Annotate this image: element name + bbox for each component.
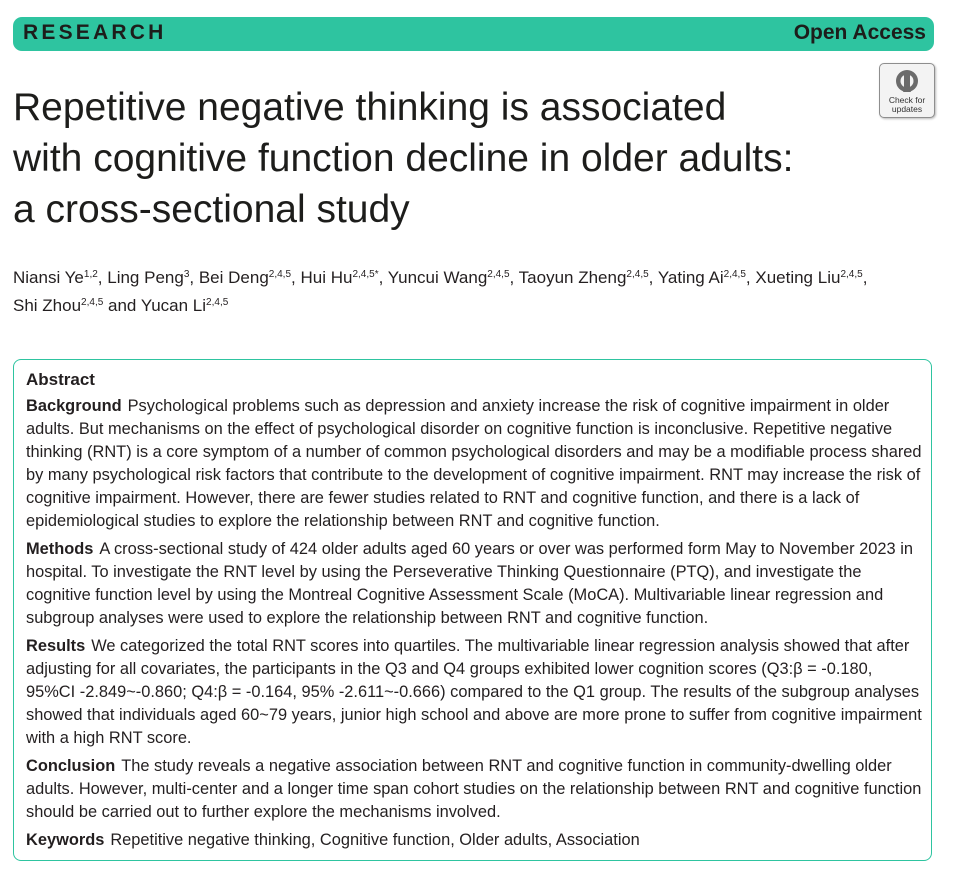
open-access-label[interactable]: Open Access bbox=[793, 21, 926, 44]
article-title: Repetitive negative thinking is associat… bbox=[13, 82, 873, 235]
methods-label: Methods bbox=[26, 540, 94, 558]
author-separator: and bbox=[103, 296, 141, 315]
title-line-2: with cognitive function decline in older… bbox=[13, 137, 794, 180]
author[interactable]: Yating Ai2,4,5 bbox=[658, 268, 746, 287]
author[interactable]: Yuncui Wang2,4,5 bbox=[388, 268, 510, 287]
abstract-heading: Abstract bbox=[26, 370, 95, 389]
author-separator: , bbox=[189, 268, 199, 287]
author-affiliation: 1,2 bbox=[83, 269, 98, 280]
abstract-background: Background Psychological problems such as… bbox=[26, 395, 926, 533]
author-affiliation: 2,4,5* bbox=[352, 269, 379, 280]
author-separator: , bbox=[648, 268, 658, 287]
abstract-keywords: Keywords Repetitive negative thinking, Co… bbox=[26, 829, 926, 852]
badge-line1: Check for bbox=[888, 95, 926, 105]
author[interactable]: Ling Peng3 bbox=[107, 268, 189, 287]
author-separator: , bbox=[509, 268, 519, 287]
author-affiliation: 2,4,5 bbox=[626, 269, 649, 280]
author-separator: , bbox=[97, 268, 108, 287]
author-separator: , bbox=[862, 268, 868, 287]
author-name: Hui Hu bbox=[300, 268, 353, 287]
author-separator: , bbox=[291, 268, 301, 287]
author-affiliation: 2,4,5 bbox=[81, 297, 104, 308]
results-text: We categorized the total RNT scores into… bbox=[26, 637, 922, 747]
article-type-banner: RESEARCH Open Access bbox=[13, 17, 934, 51]
title-line-3: a cross-sectional study bbox=[13, 188, 410, 231]
background-text: Psychological problems such as depressio… bbox=[26, 397, 922, 530]
author-name: Taoyun Zheng bbox=[518, 268, 627, 287]
author-affiliation: 2,4,5 bbox=[268, 269, 292, 280]
keywords-text: Repetitive negative thinking, Cognitive … bbox=[110, 831, 640, 849]
methods-text: A cross-sectional study of 424 older adu… bbox=[26, 540, 913, 627]
keywords-label: Keywords bbox=[26, 831, 105, 849]
author[interactable]: Bei Deng2,4,5 bbox=[199, 268, 291, 287]
author-affiliation: 2,4,5 bbox=[723, 269, 746, 280]
title-line-1: Repetitive negative thinking is associat… bbox=[13, 86, 727, 129]
author-affiliation: 3 bbox=[183, 269, 190, 280]
conclusion-label: Conclusion bbox=[26, 757, 116, 775]
author-name: Yating Ai bbox=[657, 268, 724, 287]
author-list: Niansi Ye1,2, Ling Peng3, Bei Deng2,4,5,… bbox=[13, 264, 933, 320]
author-separator: , bbox=[745, 268, 756, 287]
abstract-conclusion: Conclusion The study reveals a negative a… bbox=[26, 755, 926, 824]
results-label: Results bbox=[26, 637, 86, 655]
badge-line2: updates bbox=[891, 104, 923, 114]
check-for-updates-badge[interactable]: Check for updates bbox=[879, 63, 935, 118]
abstract-methods: Methods A cross-sectional study of 424 ol… bbox=[26, 538, 926, 630]
author-separator: , bbox=[378, 268, 388, 287]
article-type-label: RESEARCH bbox=[23, 21, 167, 44]
author[interactable]: Taoyun Zheng2,4,5 bbox=[519, 268, 649, 287]
background-label: Background bbox=[26, 397, 122, 415]
author-name: Yuncui Wang bbox=[387, 268, 488, 287]
author-name: Yucan Li bbox=[140, 296, 207, 315]
author[interactable]: Xueting Liu2,4,5 bbox=[755, 268, 862, 287]
abstract-results: Results We categorized the total RNT scor… bbox=[26, 635, 926, 750]
author-name: Ling Peng bbox=[107, 268, 184, 287]
author[interactable]: Niansi Ye1,2 bbox=[13, 268, 98, 287]
author[interactable]: Yucan Li2,4,5 bbox=[141, 296, 228, 315]
author[interactable]: Shi Zhou2,4,5 bbox=[13, 296, 103, 315]
author-affiliation: 2,4,5 bbox=[206, 297, 229, 308]
badge-text: Check for updates bbox=[880, 96, 934, 114]
author-name: Niansi Ye bbox=[13, 268, 84, 287]
crossmark-icon bbox=[896, 70, 918, 92]
author-affiliation: 2,4,5 bbox=[487, 269, 510, 280]
author[interactable]: Hui Hu2,4,5* bbox=[300, 268, 378, 287]
author-name: Shi Zhou bbox=[13, 296, 82, 315]
conclusion-text: The study reveals a negative association… bbox=[26, 757, 922, 821]
abstract-box: Abstract Background Psychological problem… bbox=[13, 359, 932, 861]
author-name: Bei Deng bbox=[198, 268, 269, 287]
author-name: Xueting Liu bbox=[755, 268, 841, 287]
author-affiliation: 2,4,5 bbox=[840, 269, 863, 280]
